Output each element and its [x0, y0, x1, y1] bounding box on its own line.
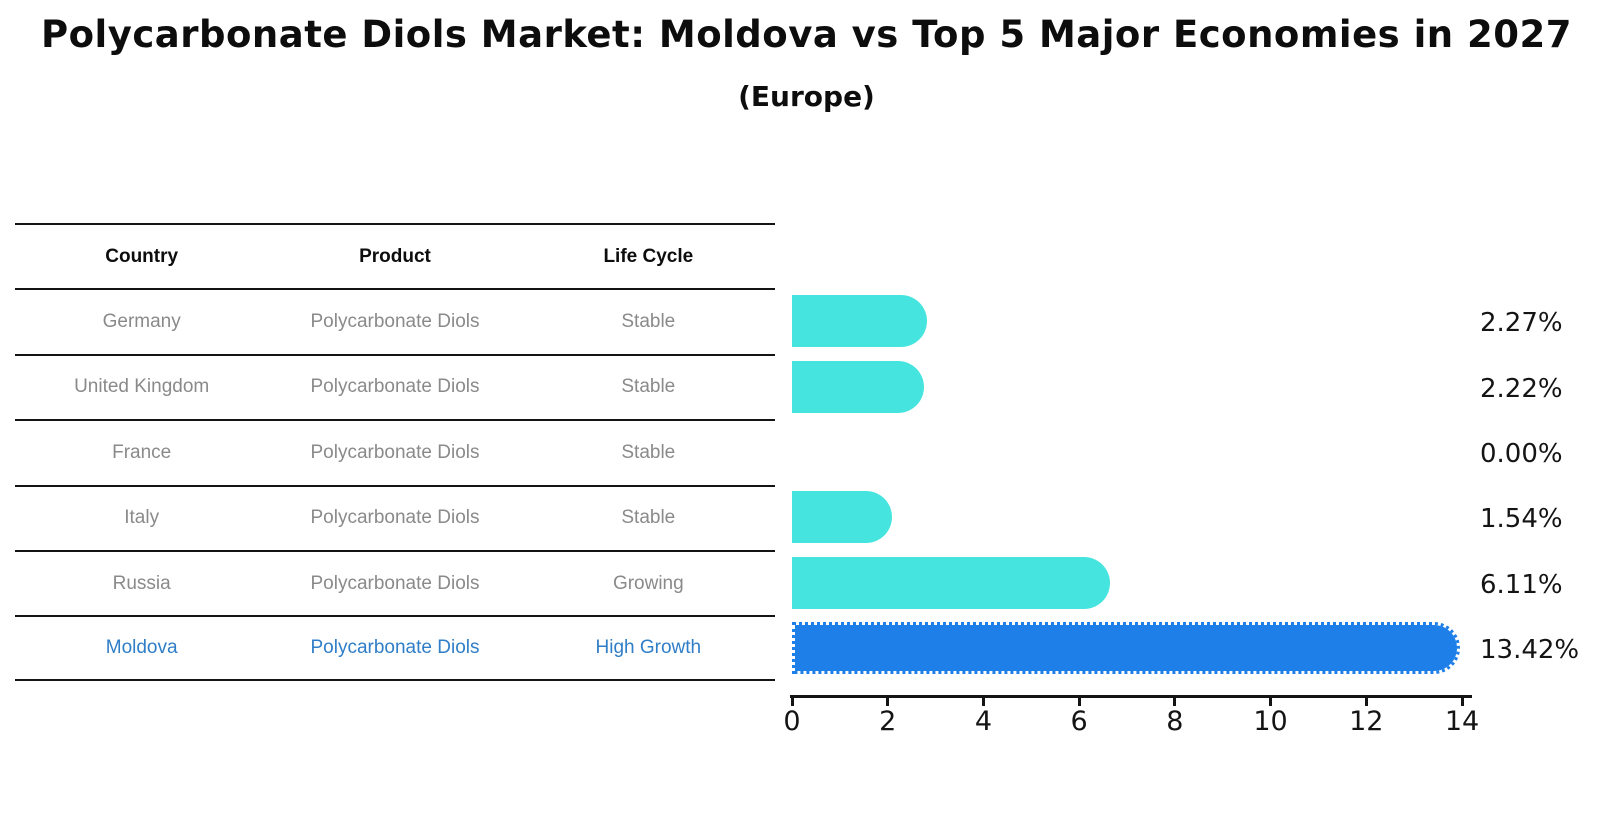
cell-life-cycle: Stable — [621, 376, 676, 398]
chart-title: Polycarbonate Diols Market: Moldova vs T… — [41, 13, 1572, 56]
country-table: Country Product Life Cycle Germany Polyca… — [15, 223, 775, 681]
cell-country: Moldova — [105, 637, 178, 659]
x-tick-label: 6 — [1070, 706, 1088, 737]
bar-value-label-france: 0.00% — [1480, 438, 1563, 469]
chart-subtitle: (Europe) — [738, 80, 875, 113]
x-tick-label: 12 — [1349, 706, 1384, 737]
x-tick — [790, 698, 794, 706]
cell-country: Russia — [112, 572, 171, 594]
cell-product: Polycarbonate Diols — [310, 507, 480, 529]
bar-moldova — [792, 622, 1461, 675]
x-tick-label: 2 — [879, 706, 897, 737]
x-tick-label: 4 — [974, 706, 993, 737]
bar-russia — [792, 556, 1111, 609]
table-header-country: Country — [105, 245, 179, 267]
bar-italy — [792, 491, 892, 544]
table-header-life-cycle: Life Cycle — [603, 245, 694, 267]
table-row-moldova: Moldova Polycarbonate Diols High Growth — [15, 615, 775, 681]
bar-value-label-germany: 2.27% — [1480, 308, 1563, 339]
cell-product: Polycarbonate Diols — [310, 376, 480, 398]
x-tick — [1269, 698, 1273, 706]
cell-life-cycle: High Growth — [595, 637, 702, 659]
table-row-france: France Polycarbonate Diols Stable — [15, 419, 775, 484]
table-row-russia: Russia Polycarbonate Diols Growing — [15, 549, 775, 615]
x-tick-label: 10 — [1253, 706, 1288, 737]
x-tick-label: 14 — [1444, 706, 1480, 737]
x-tick — [1173, 698, 1177, 706]
cell-product: Polycarbonate Diols — [310, 637, 480, 659]
cell-life-cycle: Stable — [621, 441, 676, 463]
cell-product: Polycarbonate Diols — [310, 441, 480, 463]
cell-country: Germany — [102, 311, 181, 333]
cell-country: United Kingdom — [74, 376, 210, 398]
cell-life-cycle: Stable — [621, 507, 676, 529]
cell-product: Polycarbonate Diols — [310, 311, 480, 333]
x-tick — [1364, 698, 1368, 706]
x-tick — [1077, 698, 1081, 706]
x-axis-line — [790, 695, 1472, 698]
x-tick-label: 8 — [1166, 706, 1184, 737]
x-tick — [886, 698, 890, 706]
x-tick — [981, 698, 985, 706]
bar-value-label-russia: 6.11% — [1480, 569, 1563, 600]
x-tick-label: 0 — [783, 706, 801, 737]
table-row-italy: Italy Polycarbonate Diols Stable — [15, 484, 775, 550]
table-header-row: Country Product Life Cycle — [15, 223, 775, 288]
bar-value-label-united-kingdom: 2.22% — [1480, 373, 1563, 404]
bar-value-label-moldova: 13.42% — [1480, 635, 1580, 666]
bar-united-kingdom — [792, 360, 925, 413]
table-row-united-kingdom: United Kingdom Polycarbonate Diols Stable — [15, 353, 775, 419]
bar-germany — [792, 295, 927, 348]
table-row-germany: Germany Polycarbonate Diols Stable — [15, 288, 775, 353]
cell-product: Polycarbonate Diols — [310, 572, 480, 594]
cell-life-cycle: Stable — [621, 311, 676, 333]
table-header-product: Product — [359, 245, 431, 267]
bar-value-label-italy: 1.54% — [1480, 504, 1563, 535]
cell-country: France — [112, 441, 172, 463]
x-tick — [1460, 698, 1464, 706]
cell-country: Italy — [124, 507, 160, 529]
cell-life-cycle: Growing — [612, 572, 684, 594]
